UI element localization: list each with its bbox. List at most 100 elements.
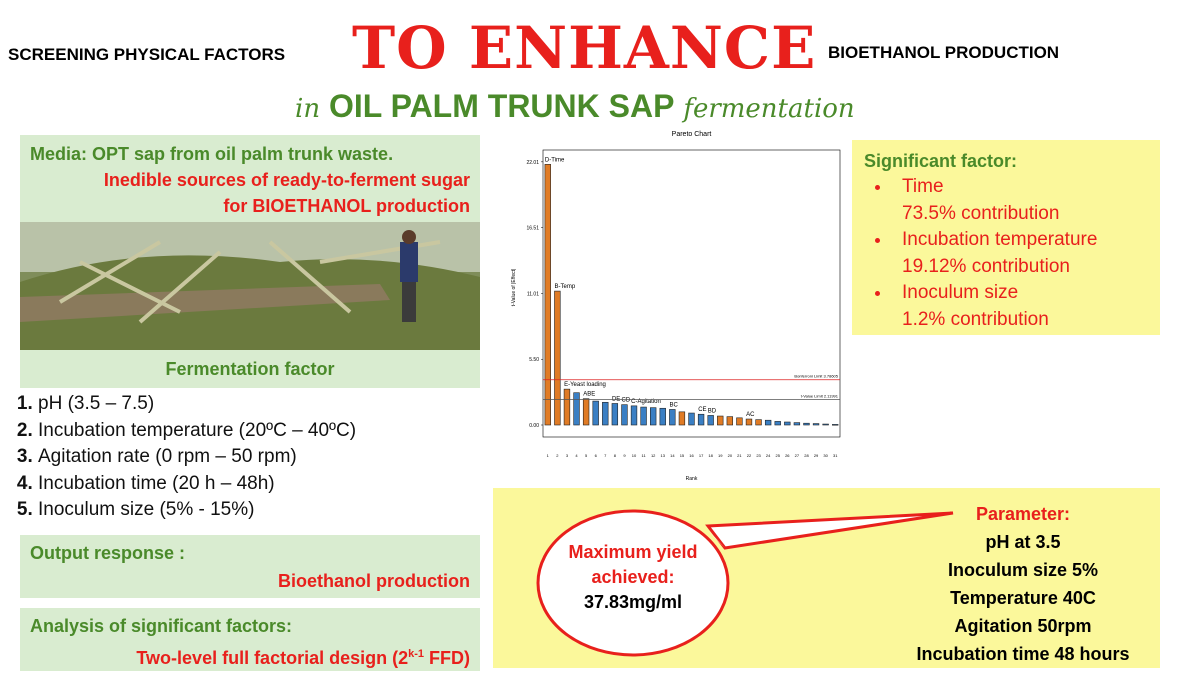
significant-name: Incubation temperature bbox=[864, 227, 1148, 254]
parameter-list: Parameter: pH at 3.5 Inoculum size 5% Te… bbox=[888, 500, 1158, 668]
parameter-item: pH at 3.5 bbox=[985, 532, 1061, 552]
x-tick-label: 1 bbox=[547, 453, 550, 458]
output-value: Bioethanol production bbox=[278, 571, 470, 591]
analysis-text: Two-level full factorial design (2 bbox=[136, 648, 409, 668]
bar bbox=[745, 418, 753, 426]
significant-contribution: 73.5% contribution bbox=[902, 202, 1060, 224]
x-tick-label: 21 bbox=[737, 453, 742, 458]
bar bbox=[573, 392, 580, 426]
bar bbox=[592, 400, 599, 426]
bar bbox=[563, 388, 571, 426]
x-tick-label: 17 bbox=[699, 453, 704, 458]
x-tick-label: 11 bbox=[642, 453, 647, 458]
bar bbox=[822, 423, 829, 426]
chart-title: Pareto Chart bbox=[672, 131, 712, 138]
factor-box: Fermentation factor bbox=[20, 350, 480, 388]
bar bbox=[755, 419, 762, 426]
pareto-chart: Pareto Chart t-Value of |Effect| Rank 0.00 5… bbox=[511, 131, 841, 482]
bubble-line: achieved: bbox=[591, 567, 675, 587]
significant-contribution: 1.2% contribution bbox=[902, 308, 1049, 330]
parameter-item: Temperature 40C bbox=[950, 588, 1096, 608]
bar bbox=[669, 409, 676, 426]
bar bbox=[621, 404, 628, 426]
bubble-line: Maximum yield bbox=[568, 542, 698, 562]
x-tick-label: 15 bbox=[680, 453, 685, 458]
significant-name: Time bbox=[864, 174, 1148, 201]
bar bbox=[793, 422, 801, 426]
bar-label: AC bbox=[746, 412, 755, 418]
significant-box: Significant factor: Time 73.5% contribut… bbox=[852, 140, 1160, 335]
y-tick-label: 5.50 bbox=[529, 357, 539, 363]
y-tick-label: 0.00 bbox=[529, 423, 539, 429]
output-box: Output response : Bioethanol production bbox=[20, 535, 480, 598]
factor-item: pH (3.5 – 7.5) bbox=[38, 391, 508, 418]
x-tick-label: 22 bbox=[747, 453, 752, 458]
subtitle-main: OIL PALM TRUNK SAP bbox=[328, 88, 675, 124]
x-tick-label: 24 bbox=[766, 453, 771, 458]
significant-list: Time 73.5% contribution Incubation tempe… bbox=[864, 174, 1148, 333]
x-tick-label: 3 bbox=[566, 453, 569, 458]
bar bbox=[832, 424, 839, 426]
bar-label: CD bbox=[622, 398, 631, 404]
media-line: for BIOETHANOL production bbox=[223, 196, 470, 216]
x-tick-label: 2 bbox=[556, 453, 559, 458]
analysis-box: Analysis of significant factors: Two-lev… bbox=[20, 608, 480, 671]
bubble-text: Maximum yield achieved: 37.83mg/ml bbox=[543, 540, 723, 615]
x-tick-label: 9 bbox=[623, 453, 626, 458]
bar bbox=[602, 401, 609, 426]
bar bbox=[726, 416, 733, 426]
y-tick-label: 16.51 bbox=[526, 226, 539, 232]
bar bbox=[554, 290, 561, 426]
x-tick-label: 8 bbox=[614, 453, 617, 458]
x-tick-label: 16 bbox=[689, 453, 694, 458]
x-tick-label: 25 bbox=[775, 453, 780, 458]
bar-label: C-Agitation bbox=[631, 399, 661, 405]
y-axis-label: t-Value of |Effect| bbox=[511, 269, 517, 307]
bar bbox=[697, 413, 705, 426]
bar bbox=[640, 406, 647, 426]
factor-title: Fermentation factor bbox=[165, 359, 335, 379]
bar bbox=[650, 407, 657, 426]
x-tick-label: 23 bbox=[756, 453, 761, 458]
analysis-tail: FFD) bbox=[424, 648, 470, 668]
analysis-sup: k-1 bbox=[408, 648, 425, 660]
bar-label: E-Yeast loading bbox=[564, 382, 606, 388]
bar bbox=[611, 403, 619, 426]
media-box: Media: OPT sap from oil palm trunk waste… bbox=[20, 135, 480, 222]
bar bbox=[774, 421, 781, 426]
parameter-item: Agitation 50rpm bbox=[954, 616, 1092, 636]
bar bbox=[736, 417, 743, 426]
subtitle-pre: in bbox=[295, 94, 321, 124]
x-tick-label: 27 bbox=[795, 453, 800, 458]
x-tick-label: 29 bbox=[814, 453, 819, 458]
bubble-value: 37.83mg/ml bbox=[583, 592, 683, 612]
subtitle-post: fermentation bbox=[683, 94, 855, 124]
y-tick-label: 22.01 bbox=[526, 160, 539, 166]
title-big: TO ENHANCE bbox=[352, 14, 817, 82]
bar bbox=[544, 164, 551, 426]
bar bbox=[659, 407, 666, 426]
bar bbox=[582, 398, 590, 426]
bar-label: BD bbox=[708, 408, 717, 414]
media-line: Media: OPT sap from oil palm trunk waste… bbox=[30, 144, 394, 164]
x-tick-label: 10 bbox=[632, 453, 637, 458]
x-tick-label: 7 bbox=[604, 453, 607, 458]
factor-item: Inoculum size (5% - 15%) bbox=[38, 497, 508, 524]
x-tick-label: 30 bbox=[823, 453, 828, 458]
bar bbox=[784, 421, 791, 426]
photo bbox=[20, 222, 480, 350]
x-tick-label: 5 bbox=[585, 453, 588, 458]
bar bbox=[678, 411, 686, 426]
bar bbox=[717, 415, 724, 426]
factor-list: pH (3.5 – 7.5) Incubation temperature (2… bbox=[0, 391, 508, 524]
x-tick-label: 6 bbox=[595, 453, 598, 458]
x-tick-label: 18 bbox=[708, 453, 713, 458]
bar bbox=[803, 422, 810, 426]
parameter-title: Parameter: bbox=[975, 504, 1071, 524]
bar bbox=[764, 419, 772, 426]
speech-bubble bbox=[536, 509, 954, 657]
subtitle: in OIL PALM TRUNK SAP fermentation bbox=[295, 88, 855, 125]
bar bbox=[688, 412, 695, 426]
bar bbox=[812, 423, 820, 426]
